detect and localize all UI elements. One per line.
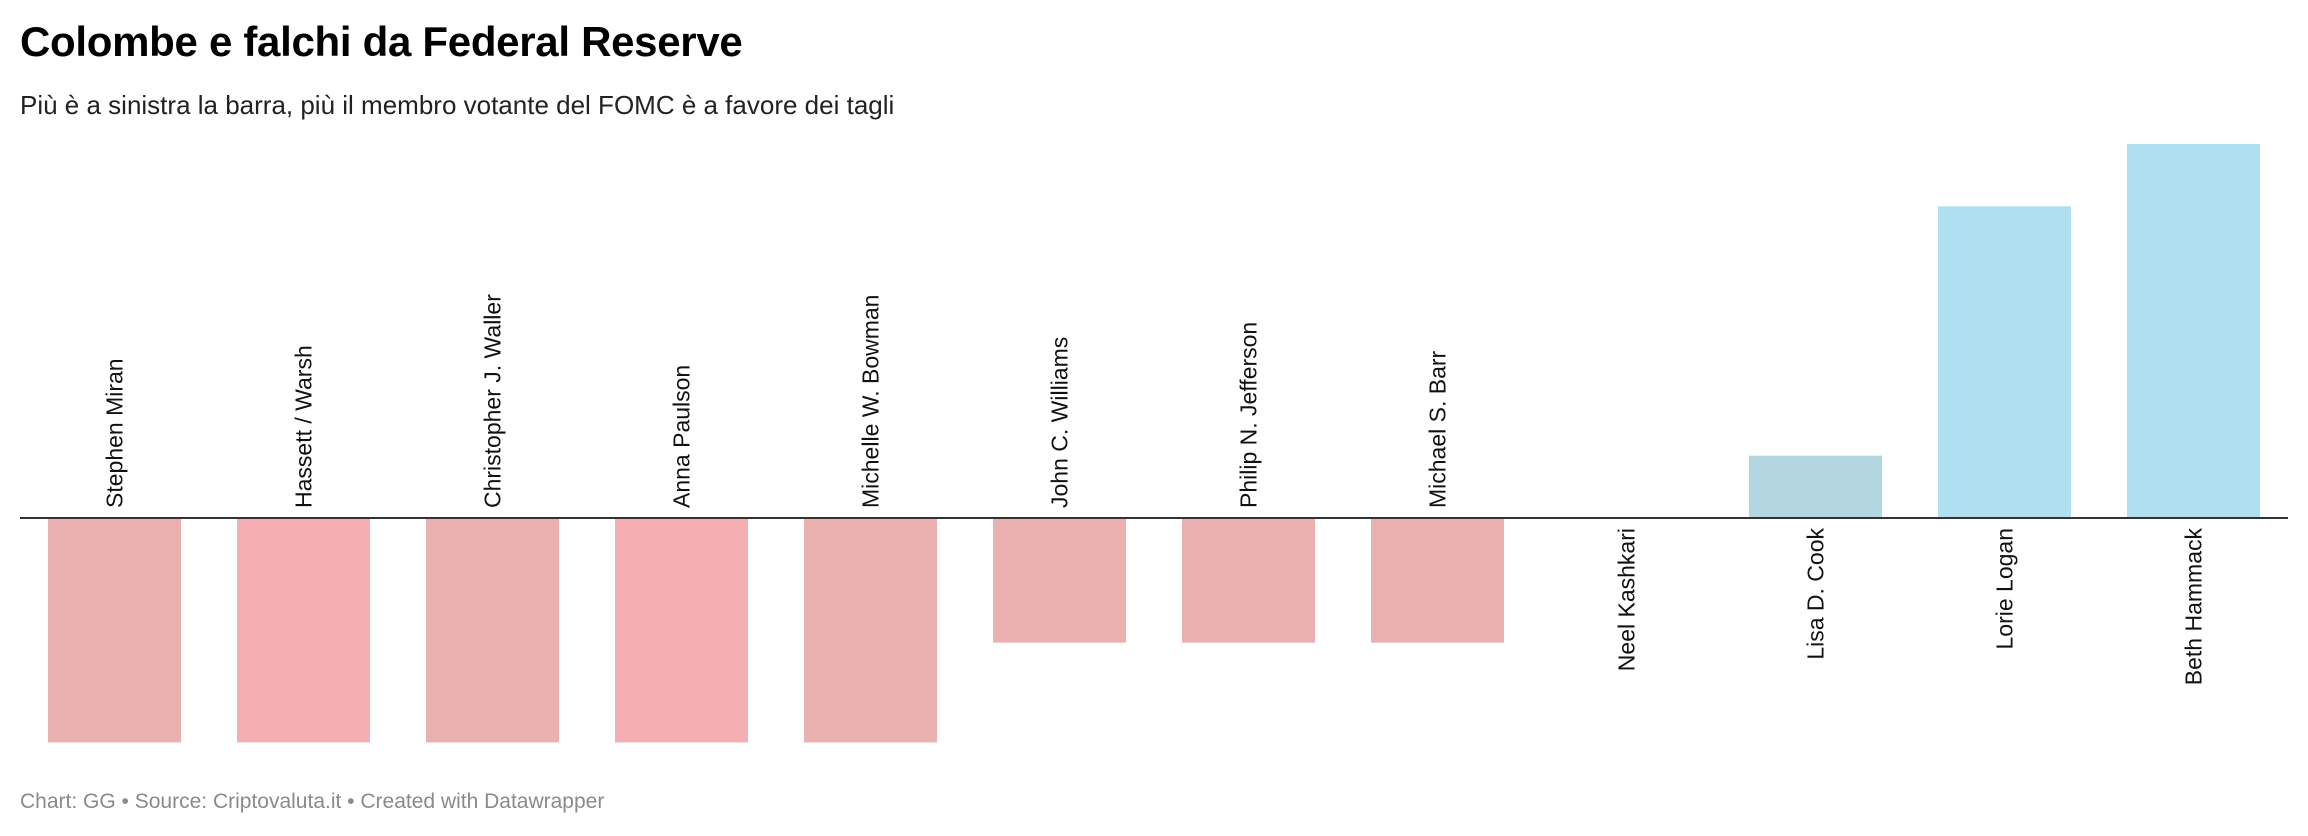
category-label-3: Anna Paulson [669,365,695,508]
category-label-1: Hassett / Warsh [291,345,317,508]
chart-footer: Chart: GG • Source: Criptovaluta.it • Cr… [20,790,604,814]
category-label-2: Christopher J. Waller [480,294,506,508]
category-label-7: Michael S. Barr [1425,350,1451,508]
category-label-8: Neel Kashkari [1614,528,1640,671]
bar-2[interactable] [426,518,559,743]
bar-4[interactable] [804,518,937,743]
footer-credit-link[interactable]: Created with Datawrapper [360,790,605,813]
chart-title: Colombe e falchi da Federal Reserve [20,18,743,65]
footer-separator-2: • [341,790,361,813]
bars-group [48,144,2260,743]
bar-6[interactable] [1182,518,1315,643]
footer-chart-label: Chart: GG [20,790,116,813]
category-label-4: Michelle W. Bowman [858,295,884,508]
category-label-9: Lisa D. Cook [1803,528,1829,660]
bar-3[interactable] [615,518,748,743]
bar-7[interactable] [1371,518,1504,643]
bar-5[interactable] [993,518,1126,643]
footer-source-link[interactable]: Source: Criptovaluta.it [134,790,342,813]
bar-9[interactable] [1749,455,1882,518]
category-label-0: Stephen Miran [102,358,128,508]
footer-separator-1: • [115,790,135,813]
category-label-6: Philip N. Jefferson [1236,322,1262,508]
chart-subtitle: Più è a sinistra la barra, più il membro… [20,90,895,120]
category-labels-group: Stephen Miran Hassett / Warsh Christopher … [102,294,2207,685]
category-label-10: Lorie Logan [1992,528,2018,650]
bar-1[interactable] [237,518,370,743]
category-label-11: Beth Hammack [2181,528,2207,686]
bar-0[interactable] [48,518,181,743]
bar-10[interactable] [1938,206,2071,519]
category-label-5: John C. Williams [1047,337,1073,508]
bar-11[interactable] [2127,144,2260,518]
